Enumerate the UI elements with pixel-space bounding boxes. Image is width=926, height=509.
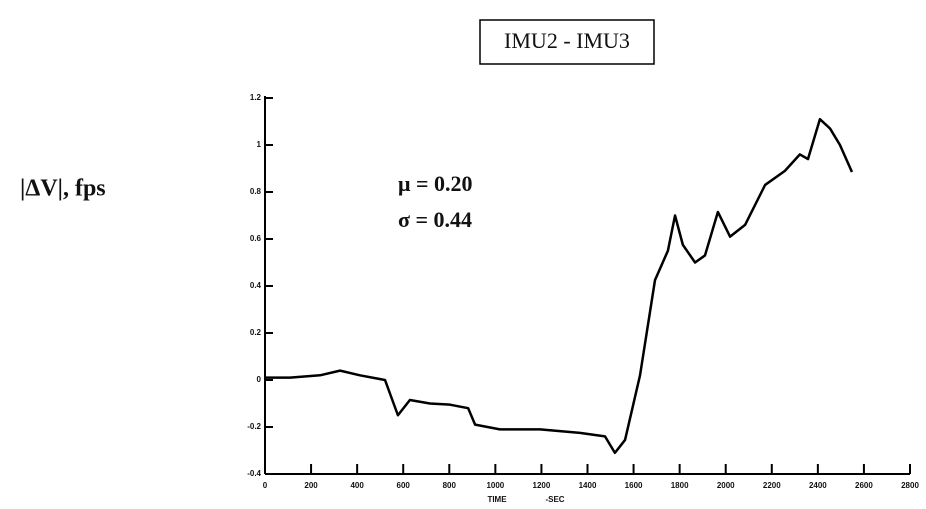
annotation: σ = 0.44 [398, 207, 472, 232]
y-tick-label: 0 [257, 375, 262, 384]
x-axis-label: TIME [487, 495, 507, 504]
x-tick-label: 0 [263, 481, 268, 490]
x-tick-label: 800 [443, 481, 457, 490]
y-axis-label: |ΔV|, fps [20, 176, 106, 202]
x-tick-label: 1400 [579, 481, 597, 490]
x-tick-label: 1600 [625, 481, 643, 490]
x-tick-label: 2200 [763, 481, 781, 490]
y-tick-label: -0.2 [247, 422, 261, 431]
y-tick-label: 0.8 [250, 187, 262, 196]
y-tick-label: 1.2 [250, 93, 262, 102]
y-tick-label: -0.4 [247, 469, 261, 478]
x-tick-label: 2000 [717, 481, 735, 490]
chart-title: IMU2 - IMU3 [504, 28, 630, 53]
x-tick-label: 2400 [809, 481, 827, 490]
x-tick-label: 1800 [671, 481, 689, 490]
x-tick-label: 200 [304, 481, 318, 490]
x-tick-label: 600 [397, 481, 411, 490]
x-tick-label: 400 [350, 481, 364, 490]
y-tick-label: 0.6 [250, 234, 262, 243]
x-tick-label: 1200 [533, 481, 551, 490]
x-axis-unit: -SEC [545, 495, 564, 504]
data-line [265, 117, 854, 455]
y-tick-label: 0.2 [250, 328, 262, 337]
x-tick-label: 2800 [901, 481, 919, 490]
annotation: μ = 0.20 [398, 171, 473, 196]
x-tick-label: 2600 [855, 481, 873, 490]
title-box [479, 19, 655, 65]
y-tick-label: 0.4 [250, 281, 262, 290]
y-tick-label: 1 [257, 140, 262, 149]
x-tick-label: 1000 [486, 481, 504, 490]
